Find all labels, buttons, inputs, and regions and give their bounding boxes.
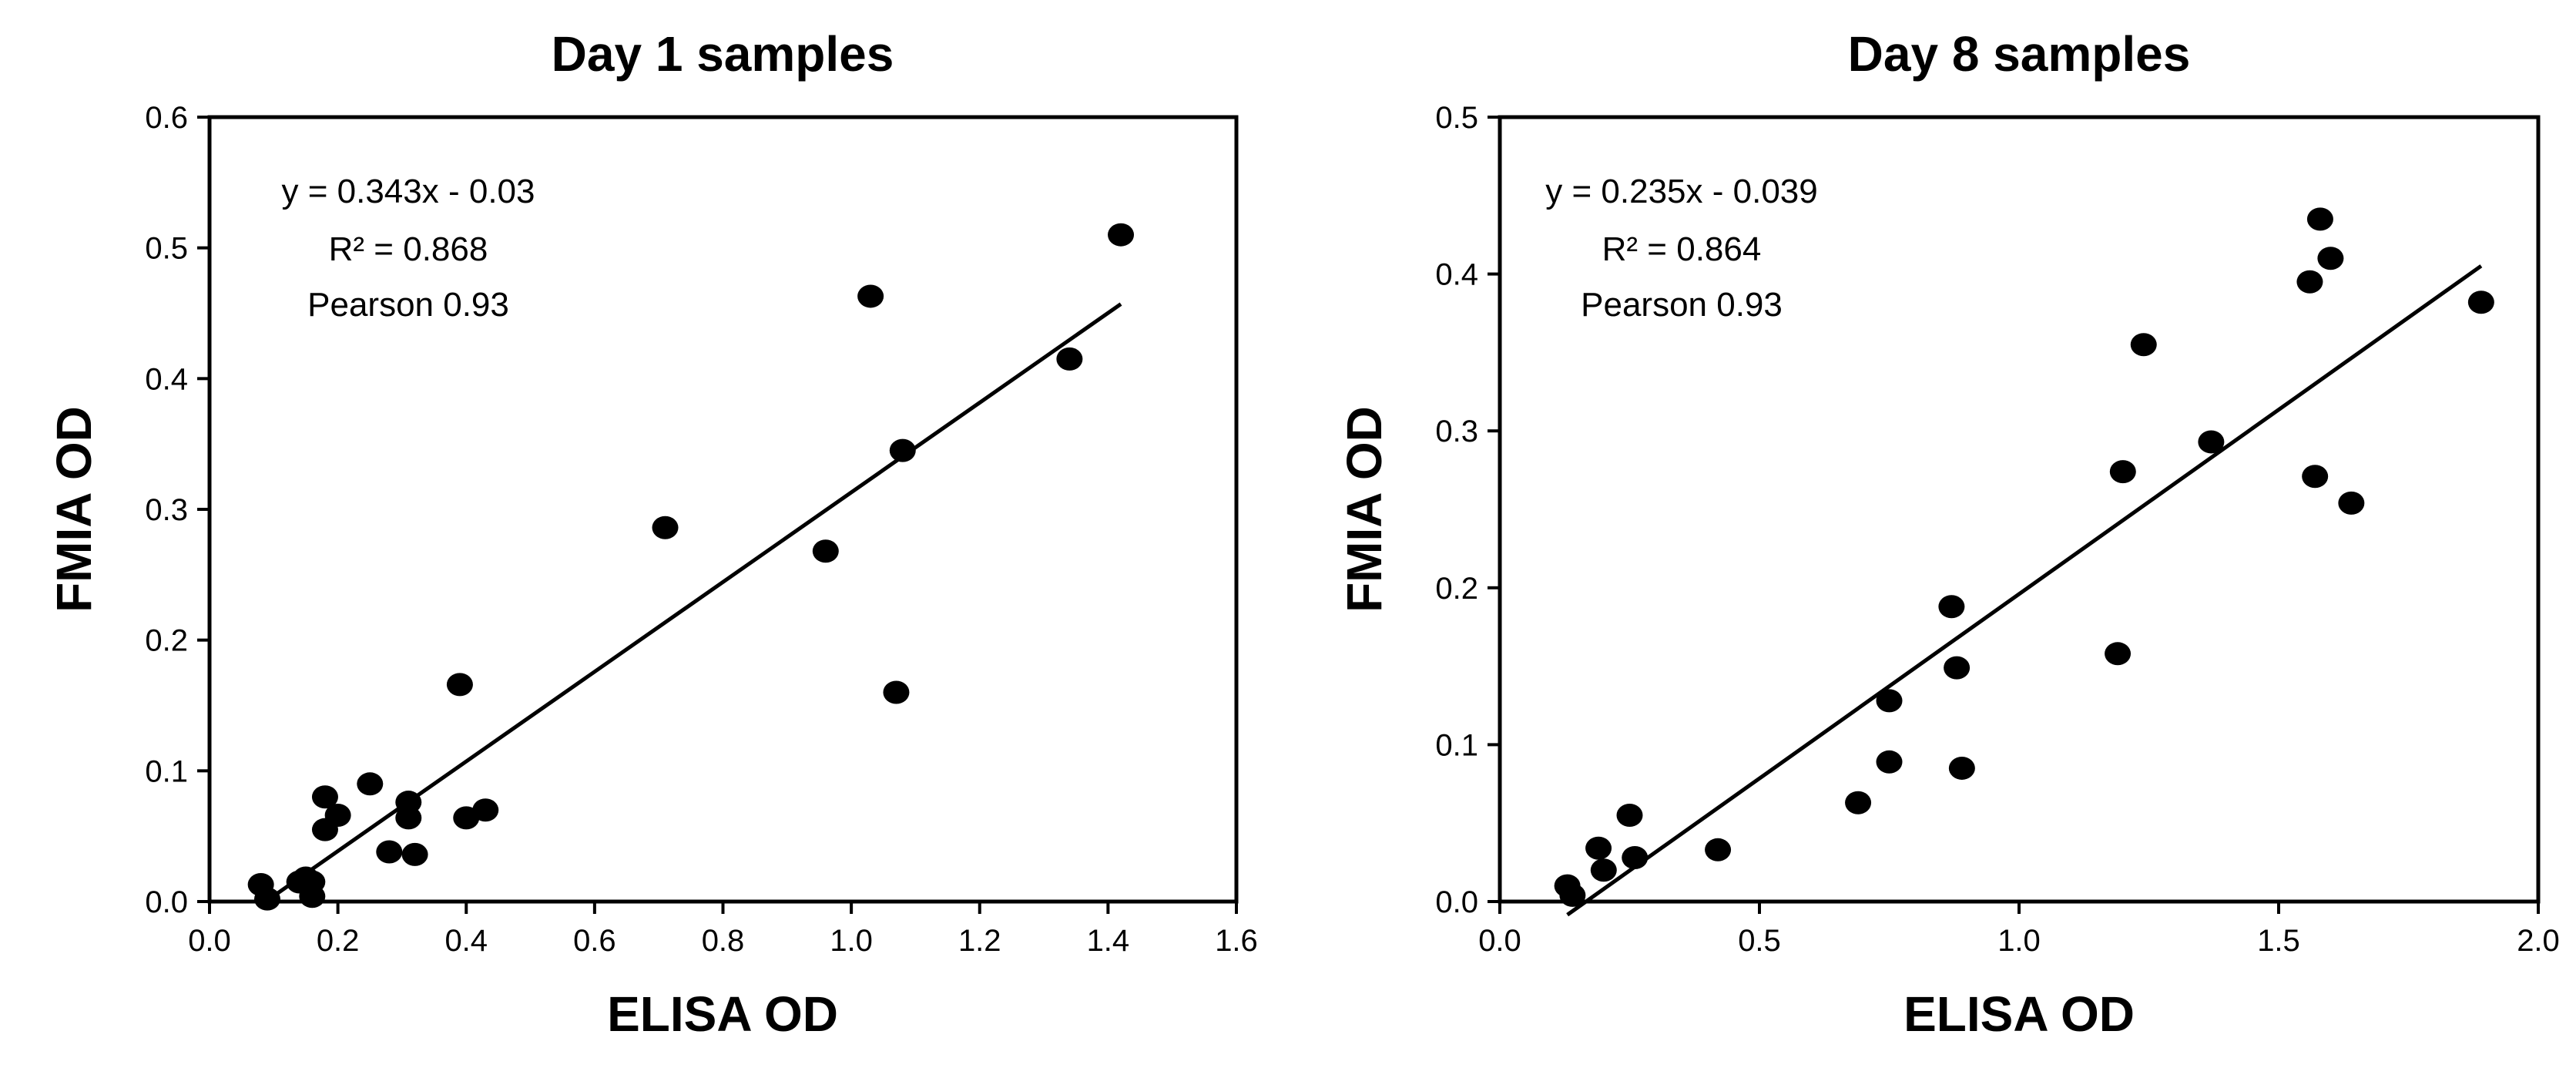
day8-data-point (1944, 656, 1971, 680)
day1-y-tick-label: 0.3 (145, 493, 188, 527)
day8-annotation: R² = 0.864 (1602, 230, 1762, 268)
day1-data-point (253, 887, 280, 911)
day1-data-point (812, 539, 839, 563)
day1-data-point (1108, 223, 1135, 247)
day8-data-point (2302, 465, 2329, 489)
day1-data-point (889, 438, 916, 462)
day8-annotation: y = 0.235x - 0.039 (1545, 173, 1817, 210)
day1-y-tick-label: 0.1 (145, 754, 188, 788)
day8-x-tick-label: 1.0 (1997, 924, 2041, 958)
day1-x-tick-label: 1.0 (830, 924, 873, 958)
day1-x-tick-label: 1.2 (958, 924, 1001, 958)
day1-x-tick-label: 1.6 (1215, 924, 1258, 958)
day1-annotation: y = 0.343x - 0.03 (282, 173, 535, 210)
day1-y-tick-label: 0.2 (145, 624, 188, 658)
day1-x-tick-label: 0.8 (702, 924, 745, 958)
day8-data-point (1845, 791, 1872, 814)
day1-y-tick-label: 0.6 (145, 101, 188, 135)
day1-data-point (472, 798, 499, 822)
day1-data-point (376, 840, 403, 864)
day1-data-point (857, 284, 884, 308)
day8-data-point (2296, 270, 2323, 294)
day1-x-tick-label: 0.6 (573, 924, 616, 958)
day1-trend-line (266, 302, 1122, 902)
day8-x-axis-label: ELISA OD (1903, 986, 2135, 1042)
day8-data-point (2467, 291, 2494, 314)
day8-data-point (1585, 836, 1612, 860)
day8-data-point (1876, 689, 1903, 713)
day8-y-tick-label: 0.1 (1435, 728, 1478, 762)
day1-annotation: R² = 0.868 (329, 230, 488, 268)
day8-x-tick-label: 0.5 (1738, 924, 1781, 958)
day1-x-tick-label: 0.0 (188, 924, 231, 958)
day1-y-tick-label: 0.4 (145, 362, 188, 396)
day1-y-tick-label: 0.0 (145, 885, 188, 919)
day8-x-tick-label: 1.5 (2257, 924, 2300, 958)
day1-chart-title: Day 1 samples (552, 26, 894, 82)
day1-data-point (652, 516, 679, 539)
day1-data-point (1056, 347, 1083, 371)
day8-data-point (1616, 804, 1643, 828)
day8-data-point (2198, 430, 2225, 454)
day1-data-point (446, 673, 473, 697)
day1-data-point (324, 804, 351, 828)
day1-annotation: Pearson 0.93 (307, 286, 509, 324)
day1-x-axis-label: ELISA OD (607, 986, 838, 1042)
day1-data-point (311, 785, 338, 809)
day8-data-point (1622, 845, 1649, 869)
day1-data-point (357, 772, 384, 796)
day8-data-point (2306, 207, 2333, 231)
day8-y-tick-label: 0.4 (1435, 258, 1478, 292)
day8-y-tick-label: 0.3 (1435, 415, 1478, 448)
day8-y-axis-label: FMIA OD (1337, 406, 1392, 613)
day1-x-tick-label: 0.4 (444, 924, 488, 958)
day8-data-point (1559, 883, 1586, 907)
day1-data-point (883, 680, 910, 704)
day8-data-point (1938, 595, 1965, 619)
day8-y-tick-label: 0.5 (1435, 101, 1478, 135)
day8-data-point (1590, 858, 1617, 882)
day8-data-point (2109, 460, 2136, 484)
day1-x-tick-label: 0.2 (317, 924, 360, 958)
day8-data-point (2130, 333, 2157, 357)
day1-data-point (401, 842, 428, 866)
day8-y-tick-label: 0.0 (1435, 885, 1478, 919)
day1-x-tick-label: 1.4 (1087, 924, 1130, 958)
day8-x-tick-label: 2.0 (2517, 924, 2560, 958)
day1-data-point (299, 870, 326, 894)
day8-trend-line (1566, 264, 2483, 917)
day8-data-point (2338, 491, 2365, 515)
day1-y-axis-label: FMIA OD (46, 406, 102, 613)
day1-data-point (395, 806, 422, 830)
day8-data-point (1705, 838, 1732, 861)
day8-data-point (2317, 247, 2344, 270)
day8-data-point (1876, 750, 1903, 774)
day8-x-tick-label: 0.0 (1478, 924, 1521, 958)
day8-chart-title: Day 8 samples (1848, 26, 2191, 82)
day1-y-tick-label: 0.5 (145, 232, 188, 266)
day8-y-tick-label: 0.2 (1435, 572, 1478, 606)
day8-annotation: Pearson 0.93 (1581, 286, 1783, 324)
day8-data-point (1948, 756, 1975, 780)
day8-data-point (2105, 642, 2132, 666)
